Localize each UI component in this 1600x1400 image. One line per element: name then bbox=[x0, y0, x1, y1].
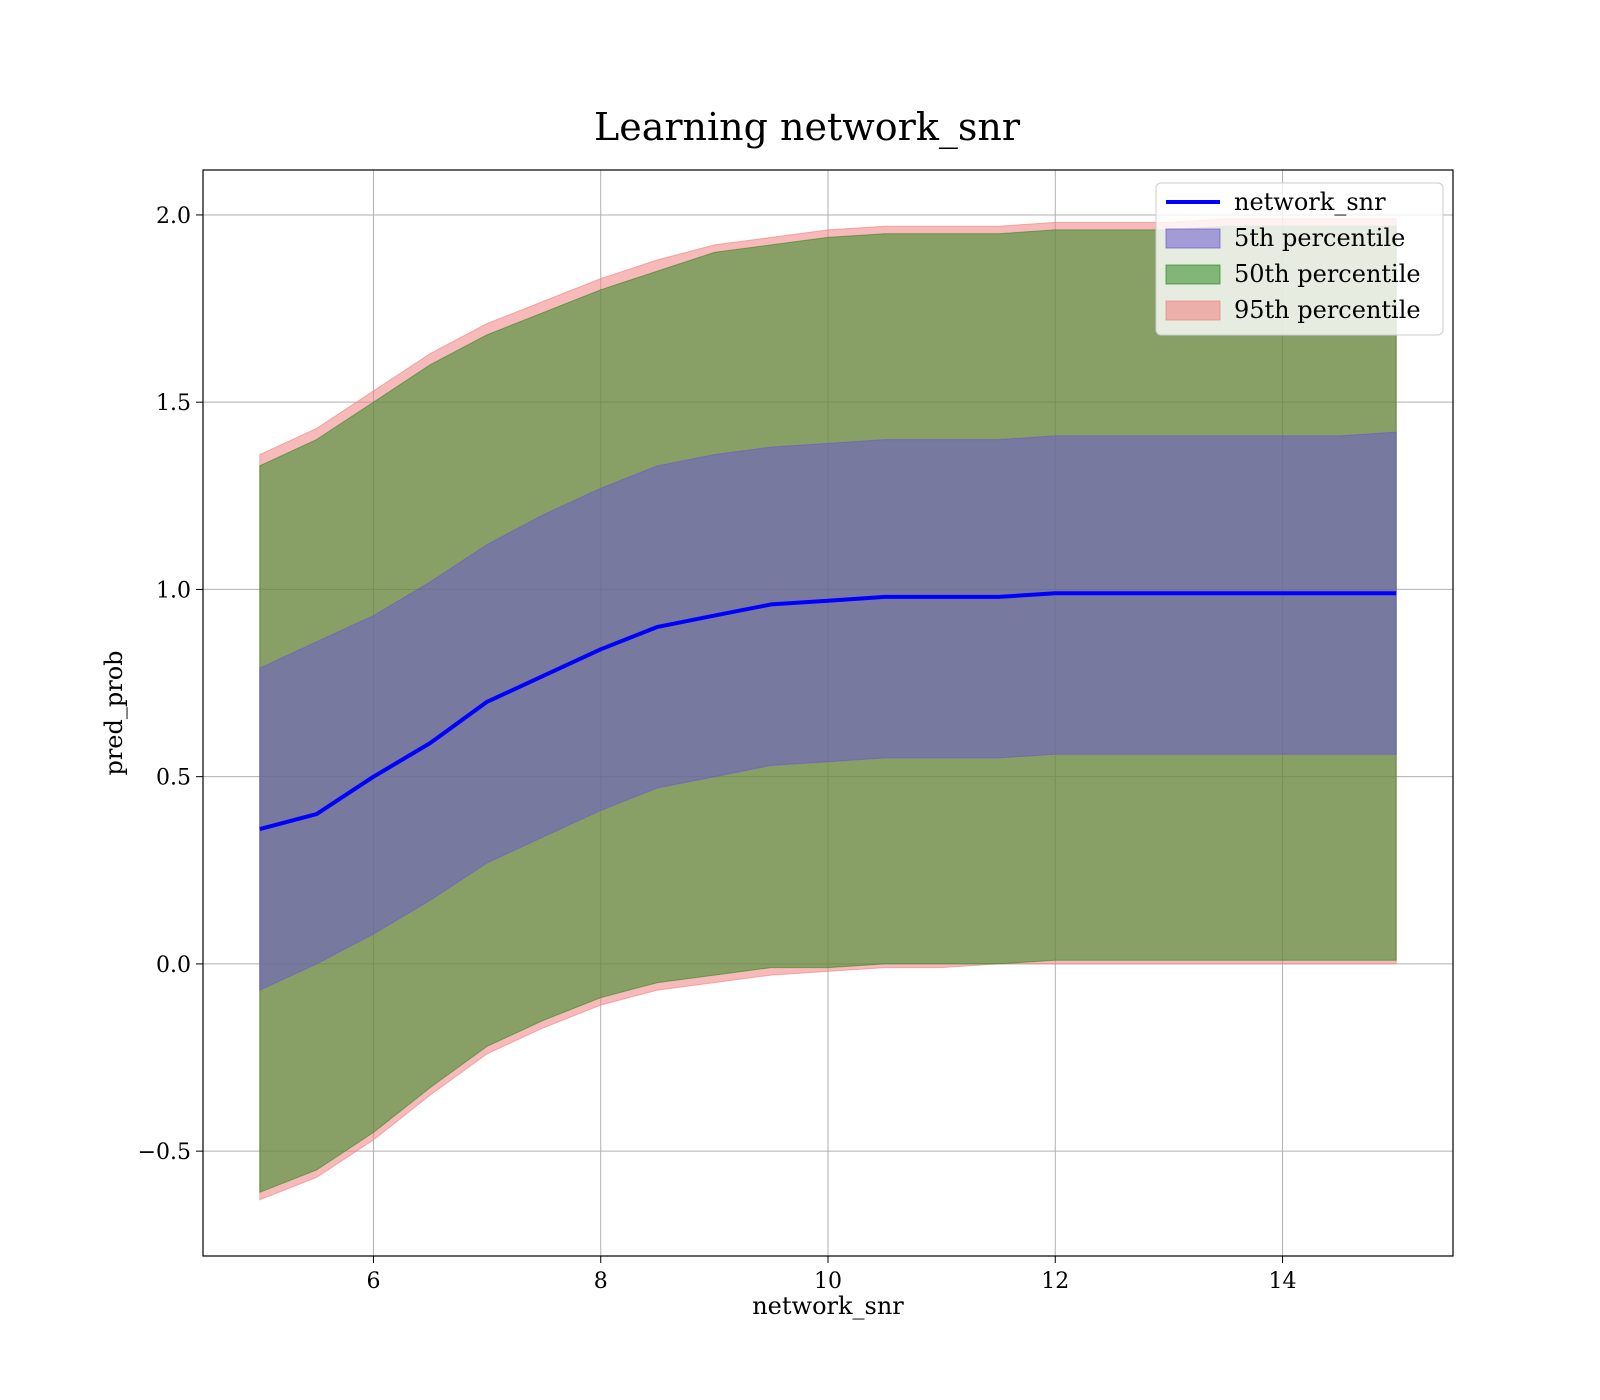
legend-frame bbox=[1155, 182, 1444, 336]
y-tick-label: −0.5 bbox=[138, 1140, 191, 1165]
y-tick-label: 0.5 bbox=[156, 766, 191, 791]
series-line-network_snr bbox=[259, 591, 1397, 832]
legend: network_snr 5th percentile 50th percentile… bbox=[1155, 182, 1444, 336]
x-axis-label: network_snr bbox=[752, 1292, 904, 1320]
chart-title: Learning network_snr bbox=[594, 105, 1021, 150]
y-tick-label: 2.0 bbox=[156, 204, 191, 229]
x-axis-ticks: 6 8 10 12 14 bbox=[366, 1256, 1297, 1294]
y-tick-label: 0.0 bbox=[156, 953, 191, 978]
legend-swatch-band bbox=[1165, 228, 1221, 249]
x-tick-label: 6 bbox=[366, 1269, 380, 1294]
y-tick-label: 1.5 bbox=[156, 391, 191, 416]
x-tick-label: 10 bbox=[814, 1269, 842, 1294]
y-axis-label: pred_prob bbox=[100, 650, 128, 775]
legend-label: network_snr bbox=[1234, 188, 1386, 216]
legend-label: 95th percentile bbox=[1234, 296, 1421, 324]
legend-label: 50th percentile bbox=[1234, 260, 1421, 288]
x-tick-label: 8 bbox=[594, 1269, 608, 1294]
y-axis-ticks: −0.5 0.0 0.5 1.0 1.5 2.0 bbox=[138, 204, 203, 1165]
percentile-bands bbox=[259, 218, 1397, 1201]
x-tick-label: 14 bbox=[1269, 1269, 1297, 1294]
y-tick-label: 1.0 bbox=[156, 578, 191, 603]
x-tick-label: 12 bbox=[1041, 1269, 1069, 1294]
legend-swatch-band bbox=[1165, 264, 1221, 285]
band-5th-percentile bbox=[259, 431, 1397, 991]
legend-label: 5th percentile bbox=[1234, 224, 1405, 252]
series-lines bbox=[259, 591, 1397, 832]
legend-swatch-band bbox=[1165, 300, 1221, 321]
